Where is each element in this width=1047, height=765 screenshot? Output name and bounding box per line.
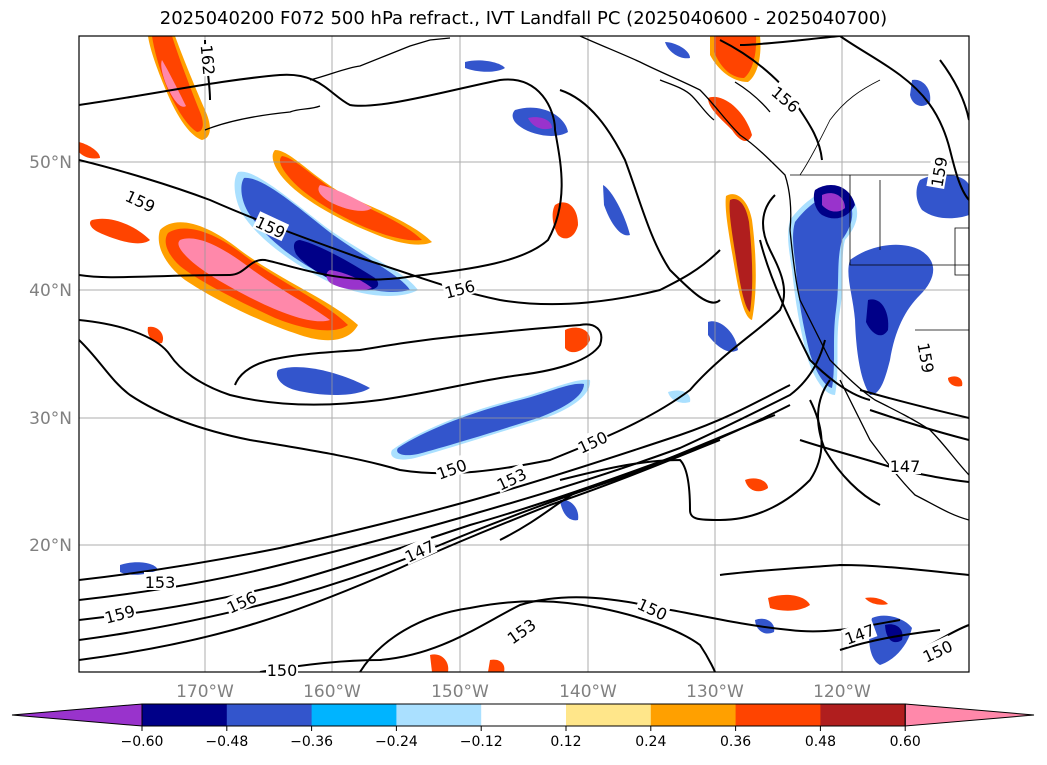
contour-label-bg xyxy=(573,426,611,457)
shade-purple xyxy=(326,270,372,291)
colorbar-segment xyxy=(142,704,228,726)
lat-label-40n: 40°N xyxy=(29,281,72,301)
lon-label-150w: 150°W xyxy=(431,682,489,702)
shade-blue-12 xyxy=(869,615,912,665)
shade-red-5 xyxy=(79,142,100,159)
colorbar-tick-label: −0.12 xyxy=(460,734,503,750)
shade-red-12 xyxy=(745,478,768,492)
lon-label-140w: 140°W xyxy=(559,682,617,702)
contour-label: 147 xyxy=(890,457,921,476)
shade-red-16 xyxy=(948,376,963,387)
colorbar-tick-label: −0.48 xyxy=(205,734,248,750)
shade-blue-7 xyxy=(665,42,690,59)
contour-label-bg xyxy=(266,660,298,678)
contour-label-bg xyxy=(441,275,478,301)
shade-red-9 xyxy=(714,36,757,78)
shade-red-14 xyxy=(488,659,505,672)
colorbar-tick-label: −0.60 xyxy=(121,734,164,750)
colorbar-tick-label: 0.12 xyxy=(550,734,581,750)
colorbar-segment xyxy=(566,704,652,726)
lon-label-130w: 130°W xyxy=(686,682,744,702)
contour-label-bg xyxy=(198,43,220,77)
contour-label-bg xyxy=(122,185,160,216)
colorbar-segment xyxy=(735,704,821,726)
shade-purple-2 xyxy=(528,117,552,130)
colorbar-segment xyxy=(226,704,313,726)
colorbar-tick-label: −0.24 xyxy=(375,734,418,750)
shade-blue xyxy=(241,177,410,292)
contour-label-bg xyxy=(502,613,540,647)
shade-red-15 xyxy=(865,597,888,605)
shade-blue-3 xyxy=(276,367,370,395)
shade-red-11 xyxy=(768,594,810,611)
colorbar-tick-label: 0.60 xyxy=(890,734,921,750)
shade-blue-14 xyxy=(560,499,579,521)
lon-label-120w: 120°W xyxy=(813,682,871,702)
shade-purple-3 xyxy=(822,193,845,212)
colorbar-segment xyxy=(481,704,567,726)
colorbar-tick-label: −0.36 xyxy=(290,734,333,750)
contour-label-bg xyxy=(400,535,438,566)
colorbar-tick-label: 0.36 xyxy=(720,734,751,750)
contour-label-bg xyxy=(841,619,878,648)
shaded-regions xyxy=(79,36,969,672)
shade-blue-5 xyxy=(603,185,630,236)
shade-blue-9 xyxy=(848,244,934,395)
shade-blue-8 xyxy=(793,195,853,388)
shade-navy-3 xyxy=(866,299,889,336)
contour-label-bg xyxy=(768,81,805,116)
shade-pink-3 xyxy=(161,60,186,107)
plot-border xyxy=(78,35,970,673)
shade-blue-2 xyxy=(397,383,584,456)
shade-red-8 xyxy=(565,327,590,353)
contour-label-bg xyxy=(252,211,290,242)
shade-blue-6 xyxy=(465,60,505,72)
contour-lines xyxy=(79,36,969,672)
colorbar-border xyxy=(141,703,906,727)
lat-label-30n: 30°N xyxy=(29,409,72,429)
shade-pink xyxy=(178,238,330,322)
colorbar-segment xyxy=(396,704,482,726)
contour-label-bg xyxy=(492,463,530,494)
lat-label-50n: 50°N xyxy=(29,153,72,173)
contour-label-bg xyxy=(918,635,956,666)
colorbar-segment xyxy=(311,704,397,726)
colorbar-tick-label: 0.48 xyxy=(805,734,836,750)
shade-darkred xyxy=(729,198,753,312)
shade-navy xyxy=(293,240,379,291)
contour-label-bg xyxy=(634,593,672,624)
shade-red-4 xyxy=(90,218,150,244)
lon-label-160w: 160°W xyxy=(303,682,361,702)
contour-label-bg xyxy=(926,154,950,189)
colorbar-segment xyxy=(820,704,906,726)
contour-label-bg xyxy=(915,340,939,375)
colorbar-tick-label: 0.24 xyxy=(635,734,666,750)
contour-label-bg xyxy=(144,572,176,590)
contour-label: 153 xyxy=(145,573,176,592)
colorbar-extend-low xyxy=(11,703,143,727)
contour-label-bg xyxy=(889,456,921,474)
contour-label-bg xyxy=(222,586,260,617)
lon-label-170w: 170°W xyxy=(176,682,234,702)
colorbar-segment xyxy=(650,704,737,726)
contour-label: 162 xyxy=(197,44,219,76)
shade-red-3 xyxy=(152,36,203,132)
shade-red-10 xyxy=(708,96,752,142)
colorbar-extend-high xyxy=(904,703,1035,727)
lat-label-20n: 20°N xyxy=(29,536,72,556)
shade-red-13 xyxy=(430,654,449,672)
contour-label: 150 xyxy=(267,661,298,680)
contour-label-bg xyxy=(433,454,470,483)
map-title: 2025040200 F072 500 hPa refract., IVT La… xyxy=(159,8,888,29)
contour-label-bg xyxy=(101,600,138,626)
shade-red-2 xyxy=(280,156,422,241)
colorbar: −0.60 −0.48 −0.36 −0.24 −0.12 0.12 0.24 0.36 0.4… xyxy=(11,703,1035,750)
